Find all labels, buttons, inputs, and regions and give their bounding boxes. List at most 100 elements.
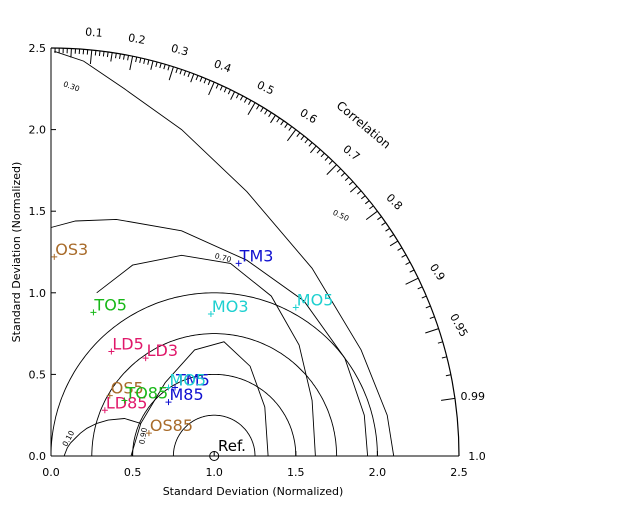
correlation-tick-mark <box>345 177 349 180</box>
x-tick-label: 0.5 <box>124 466 142 479</box>
correlation-tick-mark <box>350 186 357 192</box>
correlation-tick-mark <box>281 121 284 125</box>
correlation-tick-mark <box>130 56 133 70</box>
correlation-tick-mark <box>369 206 373 209</box>
rms-arcs <box>51 293 377 456</box>
correlation-tick-mark <box>442 357 447 358</box>
correlation-tick-mark <box>244 98 246 102</box>
correlation-tick-mark <box>305 139 308 143</box>
model-point-label: LD5 <box>112 335 143 354</box>
correlation-tick-mark <box>136 57 137 62</box>
correlation-tick-mark <box>160 63 161 68</box>
correlation-tick-mark <box>191 74 194 82</box>
reference-label: Ref. <box>218 437 246 455</box>
correlation-tick-mark <box>310 146 316 153</box>
correlation-tick-mark <box>317 150 320 154</box>
correlation-tick-mark <box>327 165 337 175</box>
correlation-tick-mark <box>285 124 288 128</box>
correlation-tick-mark <box>103 52 104 57</box>
correlation-tick-mark <box>422 296 427 298</box>
correlation-tick-mark <box>382 223 386 226</box>
y-tick-label: 0.0 <box>29 450 47 463</box>
correlation-tick-mark <box>180 70 182 75</box>
correlation-tick-mark <box>90 50 91 64</box>
correlation-tick-label: 0.5 <box>255 78 276 97</box>
correlation-tick-mark <box>208 80 210 85</box>
correlation-tick-mark <box>271 115 276 123</box>
y-axis-title: Standard Deviation (Normalized) <box>10 162 23 343</box>
x-tick-label: 1.0 <box>205 466 223 479</box>
correlation-tick-mark <box>156 62 157 67</box>
x-tick-label: 0.0 <box>42 466 60 479</box>
correlation-tick-mark <box>390 235 394 238</box>
model-point-label: MO5 <box>170 370 207 389</box>
correlation-tick-mark <box>209 82 215 95</box>
correlation-tick-mark <box>426 306 431 308</box>
correlation-tick-mark <box>257 105 260 109</box>
correlation-tick-mark <box>200 77 202 82</box>
correlation-tick-mark <box>128 55 129 60</box>
correlation-tick-mark <box>169 67 173 80</box>
correlation-tick-mark <box>297 133 300 137</box>
y-tick-label: 1.0 <box>29 287 47 300</box>
correlation-tick-mark <box>446 375 451 376</box>
correlation-tick-mark <box>240 96 242 100</box>
correlation-tick-mark <box>176 68 178 73</box>
correlation-tick-mark <box>168 66 169 71</box>
correlation-tick-mark <box>377 217 381 220</box>
correlation-tick-mark <box>220 86 222 91</box>
correlation-tick-mark <box>341 173 345 176</box>
correlation-tick-mark <box>309 143 312 147</box>
model-point-label: OS3 <box>55 240 88 259</box>
correlation-tick-mark <box>224 88 226 93</box>
correlation-tick-mark <box>386 228 390 231</box>
correlation-tick-mark <box>430 317 435 319</box>
correlation-tick-mark <box>329 161 332 165</box>
correlation-tick-mark <box>301 136 304 140</box>
correlation-tick-mark <box>95 51 96 56</box>
correlation-tick-mark <box>287 130 295 141</box>
model-point-label: MO5 <box>297 290 334 309</box>
correlation-tick-mark <box>249 100 251 104</box>
correlation-arc-title: Correlation <box>334 98 394 151</box>
correlation-tick-mark <box>124 55 125 60</box>
correlation-tick-mark <box>277 118 280 122</box>
correlation-tick-mark <box>269 113 272 117</box>
correlation-tick-mark <box>365 201 369 204</box>
correlation-tick-mark <box>231 92 235 100</box>
correlation-tick-label: 0.3 <box>170 42 190 59</box>
skill-contour-line <box>64 419 141 457</box>
correlation-tick-mark <box>357 191 361 194</box>
correlation-tick-mark <box>337 169 341 173</box>
correlation-tick-mark <box>261 108 264 112</box>
model-point-label: TO85 <box>124 384 168 403</box>
correlation-tick-mark <box>164 64 165 69</box>
y-tick-label: 0.5 <box>29 368 47 381</box>
y-tick-label: 2.5 <box>29 42 47 55</box>
correlation-tick-mark <box>425 329 438 333</box>
correlation-tick-mark <box>144 59 145 64</box>
correlation-tick-mark <box>366 211 377 219</box>
skill-contour-label: 0.10 <box>60 429 76 448</box>
correlation-tick-mark <box>265 110 268 114</box>
x-tick-label: 1.5 <box>287 466 305 479</box>
correlation-tick-label: 0.99 <box>460 390 485 403</box>
skill-contour-label: 0.90 <box>137 427 149 445</box>
correlation-tick-mark <box>402 255 406 257</box>
correlation-tick-mark <box>188 72 190 77</box>
correlation-tick-mark <box>398 248 402 251</box>
correlation-tick-mark <box>438 342 443 343</box>
correlation-tick-mark <box>71 49 72 58</box>
correlation-tick-mark <box>441 398 455 400</box>
correlation-tick-label: 0.8 <box>384 191 406 213</box>
correlation-tick-label: 0.6 <box>298 106 320 126</box>
correlation-tick-mark <box>184 71 186 76</box>
correlation-tick-mark <box>418 287 423 289</box>
correlation-tick-mark <box>228 90 230 95</box>
correlation-tick-label: 0.95 <box>447 311 470 339</box>
correlation-tick-mark <box>120 54 121 59</box>
correlation-tick-mark <box>140 58 141 63</box>
correlation-tick-mark <box>99 51 100 56</box>
